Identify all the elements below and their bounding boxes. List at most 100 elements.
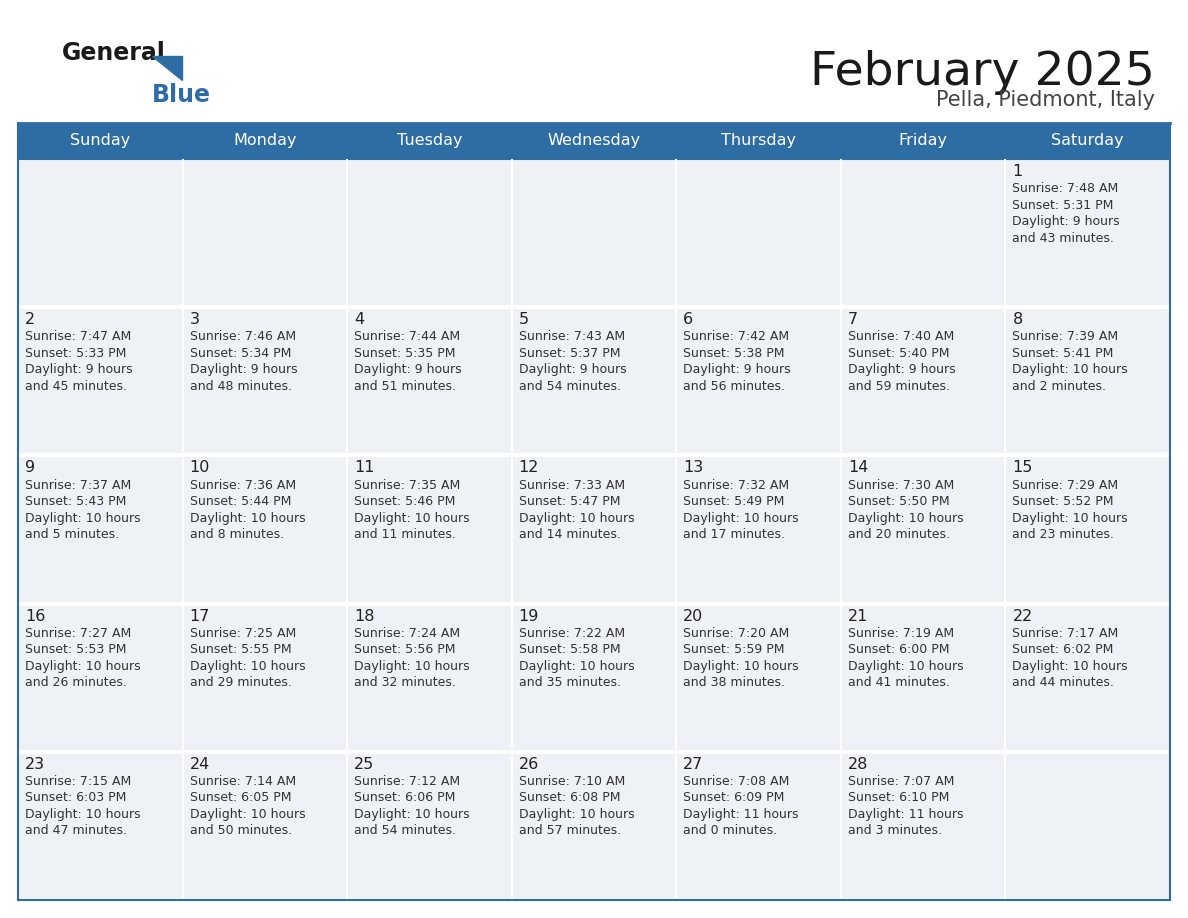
Text: Sunrise: 7:47 AM: Sunrise: 7:47 AM (25, 330, 131, 343)
Text: and 17 minutes.: and 17 minutes. (683, 528, 785, 541)
Text: and 5 minutes.: and 5 minutes. (25, 528, 119, 541)
Text: Sunset: 5:41 PM: Sunset: 5:41 PM (1012, 347, 1114, 360)
Text: 8: 8 (1012, 312, 1023, 327)
Text: Friday: Friday (898, 133, 948, 149)
Text: Sunset: 5:35 PM: Sunset: 5:35 PM (354, 347, 456, 360)
Text: and 57 minutes.: and 57 minutes. (519, 824, 621, 837)
Text: Sunrise: 7:08 AM: Sunrise: 7:08 AM (683, 775, 790, 788)
Text: Daylight: 10 hours: Daylight: 10 hours (190, 511, 305, 524)
Text: 3: 3 (190, 312, 200, 327)
Text: and 23 minutes.: and 23 minutes. (1012, 528, 1114, 541)
Text: 14: 14 (848, 461, 868, 476)
Text: and 29 minutes.: and 29 minutes. (190, 677, 291, 689)
Text: Daylight: 10 hours: Daylight: 10 hours (25, 660, 140, 673)
Text: 15: 15 (1012, 461, 1032, 476)
Text: and 54 minutes.: and 54 minutes. (519, 380, 620, 393)
Text: Daylight: 10 hours: Daylight: 10 hours (848, 660, 963, 673)
Text: Sunset: 5:56 PM: Sunset: 5:56 PM (354, 644, 456, 656)
Polygon shape (152, 56, 182, 80)
Text: Sunrise: 7:17 AM: Sunrise: 7:17 AM (1012, 627, 1119, 640)
Text: and 35 minutes.: and 35 minutes. (519, 677, 620, 689)
Text: 27: 27 (683, 756, 703, 772)
Text: 21: 21 (848, 609, 868, 623)
Text: 11: 11 (354, 461, 374, 476)
Text: and 56 minutes.: and 56 minutes. (683, 380, 785, 393)
Text: Pella, Piedmont, Italy: Pella, Piedmont, Italy (936, 90, 1155, 110)
Text: Saturday: Saturday (1051, 133, 1124, 149)
Text: Sunset: 5:52 PM: Sunset: 5:52 PM (1012, 495, 1114, 508)
Text: Sunset: 5:53 PM: Sunset: 5:53 PM (25, 644, 126, 656)
Text: and 2 minutes.: and 2 minutes. (1012, 380, 1106, 393)
Bar (18, 604, 1170, 752)
Text: Daylight: 10 hours: Daylight: 10 hours (190, 660, 305, 673)
Text: Sunset: 5:49 PM: Sunset: 5:49 PM (683, 495, 784, 508)
Text: and 3 minutes.: and 3 minutes. (848, 824, 942, 837)
Text: and 32 minutes.: and 32 minutes. (354, 677, 456, 689)
Text: Daylight: 10 hours: Daylight: 10 hours (25, 511, 140, 524)
Text: Sunrise: 7:20 AM: Sunrise: 7:20 AM (683, 627, 790, 640)
Text: Daylight: 9 hours: Daylight: 9 hours (683, 364, 791, 376)
Text: Sunrise: 7:39 AM: Sunrise: 7:39 AM (1012, 330, 1119, 343)
Text: Sunset: 5:59 PM: Sunset: 5:59 PM (683, 644, 785, 656)
Text: Sunrise: 7:32 AM: Sunrise: 7:32 AM (683, 478, 789, 491)
Text: Daylight: 9 hours: Daylight: 9 hours (1012, 215, 1120, 229)
Text: and 41 minutes.: and 41 minutes. (848, 677, 949, 689)
Text: Sunrise: 7:12 AM: Sunrise: 7:12 AM (354, 775, 460, 788)
Text: Daylight: 10 hours: Daylight: 10 hours (519, 511, 634, 524)
Text: Daylight: 10 hours: Daylight: 10 hours (1012, 364, 1129, 376)
Text: Daylight: 10 hours: Daylight: 10 hours (519, 808, 634, 821)
Text: Daylight: 10 hours: Daylight: 10 hours (519, 660, 634, 673)
Text: Sunrise: 7:40 AM: Sunrise: 7:40 AM (848, 330, 954, 343)
Text: 25: 25 (354, 756, 374, 772)
Text: 19: 19 (519, 609, 539, 623)
Text: Sunset: 5:55 PM: Sunset: 5:55 PM (190, 644, 291, 656)
Text: Sunset: 5:34 PM: Sunset: 5:34 PM (190, 347, 291, 360)
Text: and 44 minutes.: and 44 minutes. (1012, 677, 1114, 689)
Text: Sunrise: 7:19 AM: Sunrise: 7:19 AM (848, 627, 954, 640)
Text: Daylight: 10 hours: Daylight: 10 hours (1012, 660, 1129, 673)
Text: and 45 minutes.: and 45 minutes. (25, 380, 127, 393)
Text: and 51 minutes.: and 51 minutes. (354, 380, 456, 393)
Text: Sunrise: 7:42 AM: Sunrise: 7:42 AM (683, 330, 789, 343)
Text: Daylight: 10 hours: Daylight: 10 hours (683, 660, 798, 673)
Text: Sunday: Sunday (70, 133, 131, 149)
Text: Sunrise: 7:48 AM: Sunrise: 7:48 AM (1012, 182, 1119, 196)
Text: Sunset: 5:44 PM: Sunset: 5:44 PM (190, 495, 291, 508)
Text: February 2025: February 2025 (810, 50, 1155, 95)
Text: Sunrise: 7:33 AM: Sunrise: 7:33 AM (519, 478, 625, 491)
Text: Sunrise: 7:36 AM: Sunrise: 7:36 AM (190, 478, 296, 491)
Text: Sunset: 5:47 PM: Sunset: 5:47 PM (519, 495, 620, 508)
Text: Sunset: 6:06 PM: Sunset: 6:06 PM (354, 791, 455, 804)
Text: Sunrise: 7:24 AM: Sunrise: 7:24 AM (354, 627, 460, 640)
Text: Sunset: 5:37 PM: Sunset: 5:37 PM (519, 347, 620, 360)
Text: Sunset: 5:40 PM: Sunset: 5:40 PM (848, 347, 949, 360)
Text: 10: 10 (190, 461, 210, 476)
Bar (18, 308, 1170, 455)
Text: and 54 minutes.: and 54 minutes. (354, 824, 456, 837)
Text: Sunset: 5:50 PM: Sunset: 5:50 PM (848, 495, 949, 508)
Text: and 47 minutes.: and 47 minutes. (25, 824, 127, 837)
Text: 16: 16 (25, 609, 45, 623)
Text: 23: 23 (25, 756, 45, 772)
Text: Sunset: 5:43 PM: Sunset: 5:43 PM (25, 495, 126, 508)
Text: Daylight: 11 hours: Daylight: 11 hours (848, 808, 963, 821)
Text: and 14 minutes.: and 14 minutes. (519, 528, 620, 541)
Text: Daylight: 10 hours: Daylight: 10 hours (354, 808, 469, 821)
Text: Daylight: 9 hours: Daylight: 9 hours (519, 364, 626, 376)
Bar (18, 159, 1170, 308)
Text: Daylight: 10 hours: Daylight: 10 hours (190, 808, 305, 821)
Text: Daylight: 9 hours: Daylight: 9 hours (848, 364, 955, 376)
Text: 12: 12 (519, 461, 539, 476)
Text: and 59 minutes.: and 59 minutes. (848, 380, 950, 393)
Text: Daylight: 9 hours: Daylight: 9 hours (190, 364, 297, 376)
Text: and 26 minutes.: and 26 minutes. (25, 677, 127, 689)
Text: Daylight: 10 hours: Daylight: 10 hours (1012, 511, 1129, 524)
Text: Thursday: Thursday (721, 133, 796, 149)
Text: 6: 6 (683, 312, 694, 327)
Text: and 20 minutes.: and 20 minutes. (848, 528, 950, 541)
Text: Sunrise: 7:29 AM: Sunrise: 7:29 AM (1012, 478, 1119, 491)
Text: Sunset: 6:08 PM: Sunset: 6:08 PM (519, 791, 620, 804)
Text: Sunrise: 7:10 AM: Sunrise: 7:10 AM (519, 775, 625, 788)
Text: 22: 22 (1012, 609, 1032, 623)
Bar (18, 752, 1170, 900)
